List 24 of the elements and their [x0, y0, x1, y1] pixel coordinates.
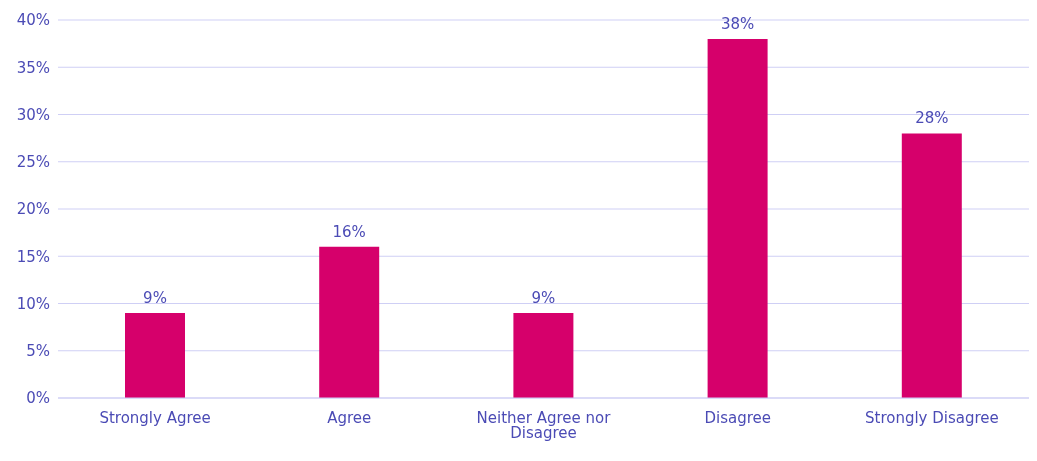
x-tick-label: Strongly Agree — [99, 408, 211, 427]
y-tick-label: 0% — [26, 389, 50, 408]
data-label: 38% — [720, 14, 755, 33]
x-tick-label: Agree — [327, 408, 372, 427]
data-label: 9% — [143, 288, 167, 307]
bar — [513, 312, 574, 398]
y-tick-label: 15% — [16, 247, 50, 266]
y-tick-label: 5% — [26, 342, 50, 361]
data-label: 28% — [915, 109, 949, 128]
data-label: 16% — [332, 222, 366, 241]
x-tick-label: Strongly Disagree — [864, 408, 999, 427]
x-tick-label: Neither Agree nor Disagree — [476, 408, 612, 442]
x-tick-label: Disagree — [704, 408, 771, 427]
y-tick-label: 35% — [16, 58, 50, 77]
bar — [901, 133, 962, 398]
y-tick-label: 20% — [16, 200, 50, 219]
bar — [319, 246, 380, 398]
bar — [707, 38, 768, 398]
y-tick-label: 25% — [16, 153, 50, 172]
y-tick-label: 40% — [16, 11, 50, 30]
data-label: 9% — [531, 288, 556, 307]
y-tick-label: 10% — [16, 294, 50, 313]
bar — [125, 312, 185, 398]
y-tick-label: 30% — [16, 105, 50, 124]
